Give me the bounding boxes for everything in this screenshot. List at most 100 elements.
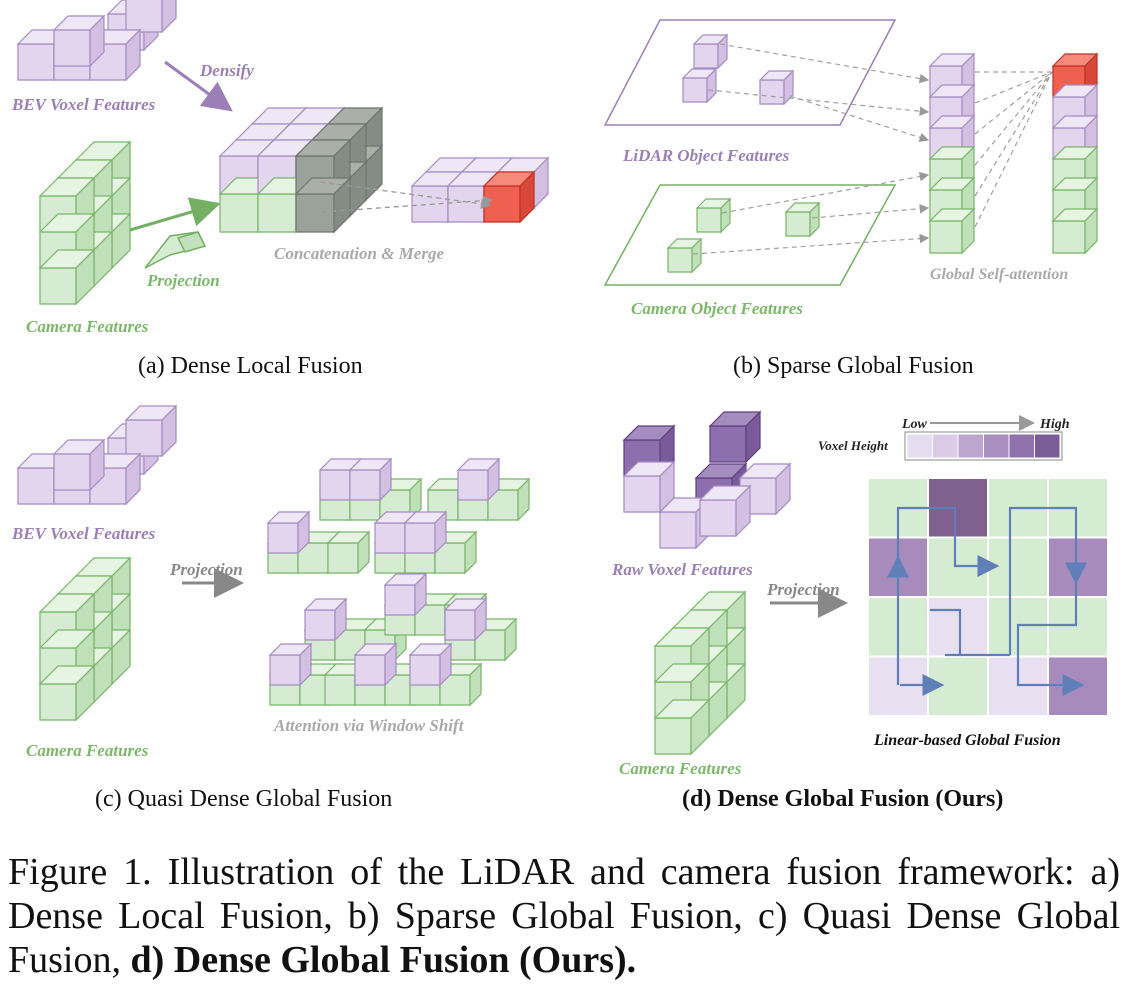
window-cube (297, 510, 310, 555)
camera-object-cube (720, 197, 731, 234)
window-cube (357, 530, 370, 575)
camera-feature-cube (39, 683, 77, 721)
window-cube (349, 469, 381, 501)
camera-feature-cube (690, 698, 710, 756)
bev-voxel-cube (125, 419, 163, 457)
bev-voxel-blocks-c (16, 404, 178, 506)
caption-c: (c) Quasi Dense Global Fusion (95, 786, 392, 812)
window-cube (439, 642, 452, 687)
window-cube (457, 469, 489, 501)
fusion-grid (867, 477, 1109, 717)
attention-link (721, 171, 930, 214)
window-cube (327, 542, 359, 574)
camera-object-label: Camera Object Features (631, 299, 803, 318)
lidar-object-cube (693, 43, 719, 69)
attention-link (974, 71, 1053, 228)
projection-frustum-a (144, 231, 207, 269)
projection-label-a: Projection (146, 271, 220, 290)
window-cube (324, 674, 356, 706)
window-cube (384, 642, 397, 687)
attention-link (974, 71, 1053, 166)
bev-voxel-cube (17, 43, 55, 81)
height-swatch (1008, 433, 1035, 459)
camera-object-cube (809, 201, 820, 238)
panel-a: Densify BEV Voxel Features Camera Featur… (11, 0, 550, 379)
concat-voxel-cube (519, 170, 535, 224)
window-cube (299, 642, 312, 687)
lidar-object-cube (717, 33, 728, 70)
global-attention-lines (692, 43, 1053, 255)
panel-b: LiDAR Object Features Camera Object Feat… (603, 19, 1099, 379)
attention-link (719, 43, 930, 84)
window-cube (474, 597, 487, 642)
window-cube (404, 522, 436, 554)
bev-voxel-cube (161, 404, 177, 458)
projection-label-c: Projection (169, 560, 243, 579)
height-legend-swatches (904, 431, 1063, 461)
figure-canvas: Densify BEV Voxel Features Camera Featur… (11, 0, 1109, 812)
figure-caption: Figure 1. Illustration of the LiDAR and … (8, 850, 1120, 982)
height-swatch (1034, 433, 1061, 459)
concat-block (410, 156, 550, 224)
lidar-object-cube (706, 67, 717, 104)
raw-voxel-cube (775, 462, 791, 516)
fusion-grid-cell (987, 536, 1049, 598)
fusion-grid-cell (1047, 596, 1109, 658)
raw-voxel-blocks (622, 410, 792, 550)
densify-label: Densify (199, 61, 254, 80)
concat-label: Concatenation & Merge (274, 244, 444, 263)
raw-voxel-cube (623, 475, 661, 513)
attention-link (692, 233, 930, 255)
attention-link (974, 71, 1053, 135)
bev-voxel-cube (125, 0, 163, 33)
window-cube (354, 654, 386, 686)
window-cube (434, 510, 447, 555)
caption-d: (d) Dense Global Fusion (Ours) (682, 786, 1003, 812)
figure-caption-bold: d) Dense Global Fusion (Ours). (130, 939, 637, 981)
raw-voxel-cube (699, 499, 737, 537)
window-cube (374, 522, 406, 554)
camera-objects (666, 197, 821, 274)
height-swatch (983, 433, 1010, 459)
raw-voxel-cube (659, 511, 697, 549)
merged-voxel-cube (295, 193, 335, 233)
height-swatch (957, 433, 984, 459)
camera-object-cube (785, 211, 811, 237)
legend-title: Voxel Height (818, 438, 888, 453)
densify-arrow (164, 60, 233, 112)
window-cube (517, 477, 530, 522)
camera-object-cube (667, 247, 693, 273)
window-cube (269, 654, 301, 686)
bev-voxel-blocks-a (16, 0, 177, 82)
lidar-object-cube (682, 77, 708, 103)
window-cube (319, 469, 351, 501)
bev-voxel-cube (89, 14, 105, 68)
scan-path-arrows (887, 506, 1087, 696)
attention-token-cube (961, 207, 975, 255)
camera-column-a (38, 140, 132, 306)
lidar-object-cube (759, 79, 785, 105)
window-cube (409, 654, 441, 686)
camera-object-cube (691, 237, 702, 274)
lidar-plane (603, 19, 897, 126)
window-cube (469, 662, 482, 707)
raw-voxel-cube (735, 484, 751, 538)
window-cube (464, 530, 477, 575)
window-cube (504, 617, 517, 662)
attention-token-cube (929, 220, 963, 254)
panel-d: Raw Voxel Features Camera Features Proje… (611, 410, 1109, 812)
legend-high: High (1039, 417, 1070, 432)
global-self-attention-label: Global Self-attention (930, 266, 1068, 283)
window-cube (379, 457, 392, 502)
window-cube (444, 609, 476, 641)
camera-object-cube (696, 207, 722, 233)
camera-column-d (653, 590, 747, 756)
concat-voxel-cube (447, 185, 485, 223)
window-shift-label: Attention via Window Shift (273, 716, 465, 735)
window-cube (414, 572, 427, 617)
attention-link (707, 89, 930, 116)
bev-voxel-label-c: BEV Voxel Features (11, 524, 156, 543)
merged-voxel-cube (257, 193, 297, 233)
height-legend-frame (904, 431, 1063, 461)
attention-link (811, 203, 930, 219)
